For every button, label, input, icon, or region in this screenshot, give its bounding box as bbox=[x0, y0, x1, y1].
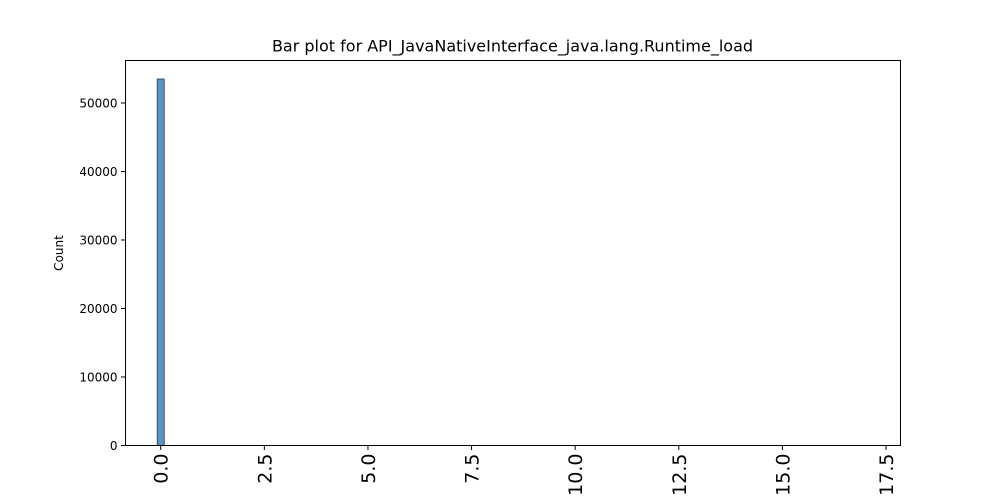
x-tick-label: 7.5 bbox=[462, 454, 484, 484]
y-tick-label: 50000 bbox=[79, 96, 117, 110]
x-tick-label: 10.0 bbox=[565, 454, 587, 496]
x-tick-label: 12.5 bbox=[669, 454, 691, 496]
x-tick-label: 5.0 bbox=[358, 454, 380, 484]
y-tick-label: 10000 bbox=[79, 370, 117, 384]
bars-layer bbox=[156, 78, 165, 446]
chart-title: Bar plot for API_JavaNativeInterface_jav… bbox=[272, 37, 753, 57]
y-tick-label: 30000 bbox=[79, 233, 117, 247]
plot-area-frame bbox=[125, 60, 901, 446]
x-tick-label: 0.0 bbox=[151, 454, 173, 484]
y-tick-label: 40000 bbox=[79, 165, 117, 179]
x-tick-label: 15.0 bbox=[772, 454, 794, 496]
x-tick-label: 17.5 bbox=[876, 454, 898, 496]
y-tick-label: 20000 bbox=[79, 302, 117, 316]
x-tick-label: 2.5 bbox=[254, 454, 276, 484]
y-axis-label: Count bbox=[52, 235, 66, 271]
bar-0 bbox=[156, 78, 165, 446]
y-tick-label: 0 bbox=[110, 439, 118, 453]
y-axis-ticks: 0 10000 20000 30000 40000 50000 bbox=[79, 96, 126, 453]
x-axis-ticks: 0.0 2.5 5.0 7.5 10.0 12.5 15.0 17.5 bbox=[151, 445, 898, 496]
